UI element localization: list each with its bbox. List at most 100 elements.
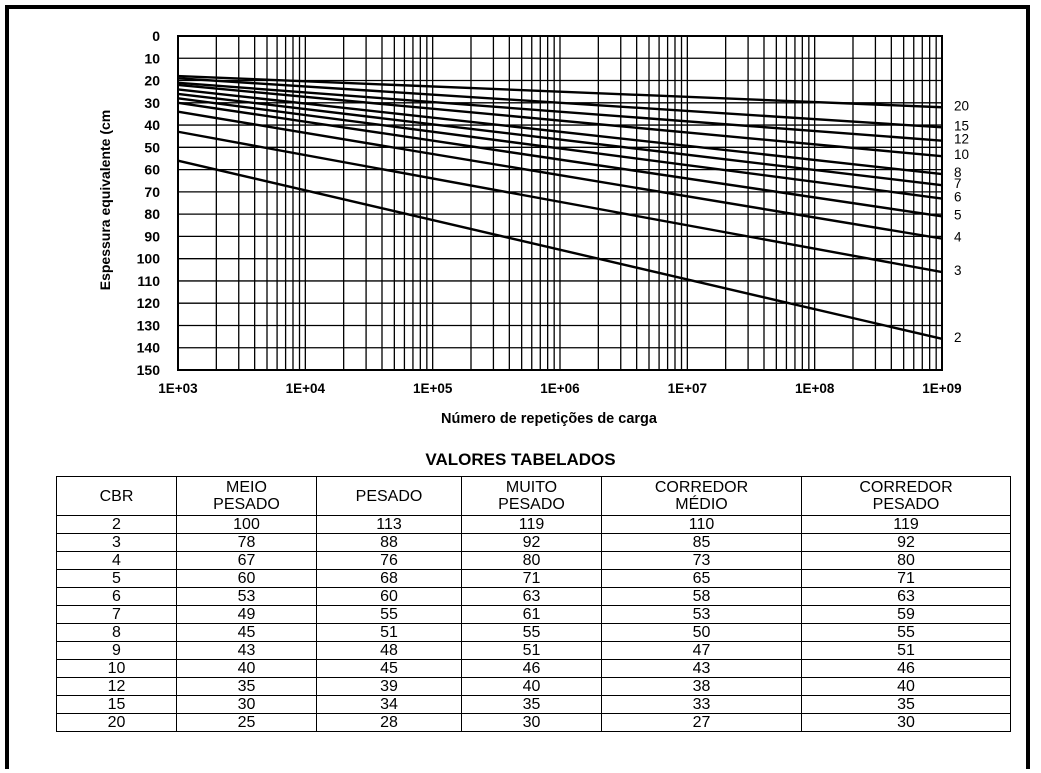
table-cell: 65	[601, 569, 802, 588]
table-header-cell: PESADO	[316, 476, 462, 516]
table-cell: 5	[56, 569, 177, 588]
y-tick-label: 0	[152, 28, 160, 44]
table-cell: 46	[801, 659, 1011, 678]
table-cell: 10	[56, 659, 177, 678]
table-cell: 30	[176, 695, 317, 714]
table-cell: 46	[461, 659, 602, 678]
page-frame	[5, 5, 1030, 769]
table-cell: 45	[316, 659, 462, 678]
header-line: PESADO	[872, 496, 940, 513]
table-header-cell: MUITO PESADO	[461, 476, 602, 516]
y-tick-label: 150	[137, 362, 161, 378]
table-row: 9 43 48 51 47 51	[56, 641, 1011, 660]
table-cell: 63	[801, 587, 1011, 606]
table-cell: 71	[801, 569, 1011, 588]
table-row: 15 30 34 35 33 35	[56, 695, 1011, 714]
table-cell: 35	[801, 695, 1011, 714]
y-axis-title: Espessura equivalente (cm	[97, 110, 113, 291]
table-header-cell: MEIO PESADO	[176, 476, 317, 516]
table-cell: 39	[316, 677, 462, 696]
table-row: 10 40 45 46 43 46	[56, 659, 1011, 678]
series-line	[177, 92, 943, 187]
y-tick-label: 80	[144, 206, 160, 222]
table-cell: 30	[461, 713, 602, 732]
table-cell: 45	[176, 623, 317, 642]
table-cell: 80	[461, 551, 602, 570]
table-cell: 40	[461, 677, 602, 696]
table-row: 7 49 55 61 53 59	[56, 605, 1011, 624]
table-row: 3 78 88 92 85 92	[56, 533, 1011, 552]
table-header-row: CBR MEIO PESADO PESADO MUITO PESADO CORREDOR MÉ…	[56, 476, 1011, 516]
table-title: VALORES TABELADOS	[425, 450, 616, 469]
series-line	[177, 101, 943, 218]
table-cell: 92	[461, 533, 602, 552]
y-tick-label: 60	[144, 162, 160, 178]
table-cell: 49	[176, 605, 317, 624]
table-body: 2 100 113 119 110 119 3 78 88 92 85 92 4 67 76 80 73 80 5 6…	[56, 515, 1011, 732]
table-cell: 60	[176, 569, 317, 588]
table-cell: 85	[601, 533, 802, 552]
table-cell: 50	[601, 623, 802, 642]
table-cell: 55	[801, 623, 1011, 642]
series-label: 10	[954, 147, 969, 162]
table-cell: 53	[176, 587, 317, 606]
y-tick-label: 40	[144, 117, 160, 133]
table-cell: 40	[801, 677, 1011, 696]
header-line: CBR	[99, 487, 134, 505]
table-row: 4 67 76 80 73 80	[56, 551, 1011, 570]
table-cell: 20	[56, 713, 177, 732]
header-line: PESADO	[498, 496, 565, 513]
table-cell: 71	[461, 569, 602, 588]
table-cell: 78	[176, 533, 317, 552]
series-line	[177, 81, 943, 142]
table-cell: 63	[461, 587, 602, 606]
series-label: 7	[954, 176, 962, 191]
table-row: 2 100 113 119 110 119	[56, 515, 1011, 534]
table-cell: 43	[176, 641, 317, 660]
y-tick-label: 70	[144, 184, 160, 200]
table-cell: 30	[801, 713, 1011, 732]
header-line: MÉDIO	[675, 496, 728, 513]
series-label: 12	[954, 132, 969, 147]
y-tick-label: 50	[144, 139, 160, 155]
table-cell: 60	[316, 587, 462, 606]
y-tick-label: 100	[137, 251, 161, 267]
table-cell: 48	[316, 641, 462, 660]
series-line	[177, 159, 943, 340]
table-cell: 4	[56, 551, 177, 570]
table-cell: 53	[601, 605, 802, 624]
table-cell: 68	[316, 569, 462, 588]
table-cell: 80	[801, 551, 1011, 570]
table-cell: 35	[176, 677, 317, 696]
table-cell: 100	[176, 515, 317, 534]
series-label: 20	[954, 98, 969, 113]
table-cell: 51	[316, 623, 462, 642]
header-line: MUITO	[505, 479, 558, 496]
table-cell: 43	[601, 659, 802, 678]
table-cell: 73	[601, 551, 802, 570]
series-line	[177, 110, 943, 240]
x-tick-label: 1E+03	[158, 381, 198, 396]
table-cell: 9	[56, 641, 177, 660]
x-tick-label: 1E+06	[540, 381, 580, 396]
table-cell: 15	[56, 695, 177, 714]
table-cell: 88	[316, 533, 462, 552]
table-cell: 35	[461, 695, 602, 714]
header-line: CORREDOR	[654, 479, 749, 496]
header-line: MEIO	[226, 479, 267, 496]
y-tick-label: 30	[144, 95, 160, 111]
table-cell: 76	[316, 551, 462, 570]
x-tick-label: 1E+04	[286, 381, 326, 396]
plot-frame	[177, 35, 943, 371]
table-cell: 110	[601, 515, 802, 534]
series-line	[177, 97, 943, 200]
series-line	[177, 88, 943, 176]
table-cell: 119	[801, 515, 1011, 534]
table-cell: 33	[601, 695, 802, 714]
table-header-cell: CORREDOR PESADO	[801, 476, 1011, 516]
series-label: 2	[954, 330, 962, 345]
table-cell: 59	[801, 605, 1011, 624]
x-tick-label: 1E+07	[668, 381, 707, 396]
values-table: CBR MEIO PESADO PESADO MUITO PESADO CORREDOR MÉ…	[56, 476, 1011, 732]
series-line	[177, 77, 943, 129]
